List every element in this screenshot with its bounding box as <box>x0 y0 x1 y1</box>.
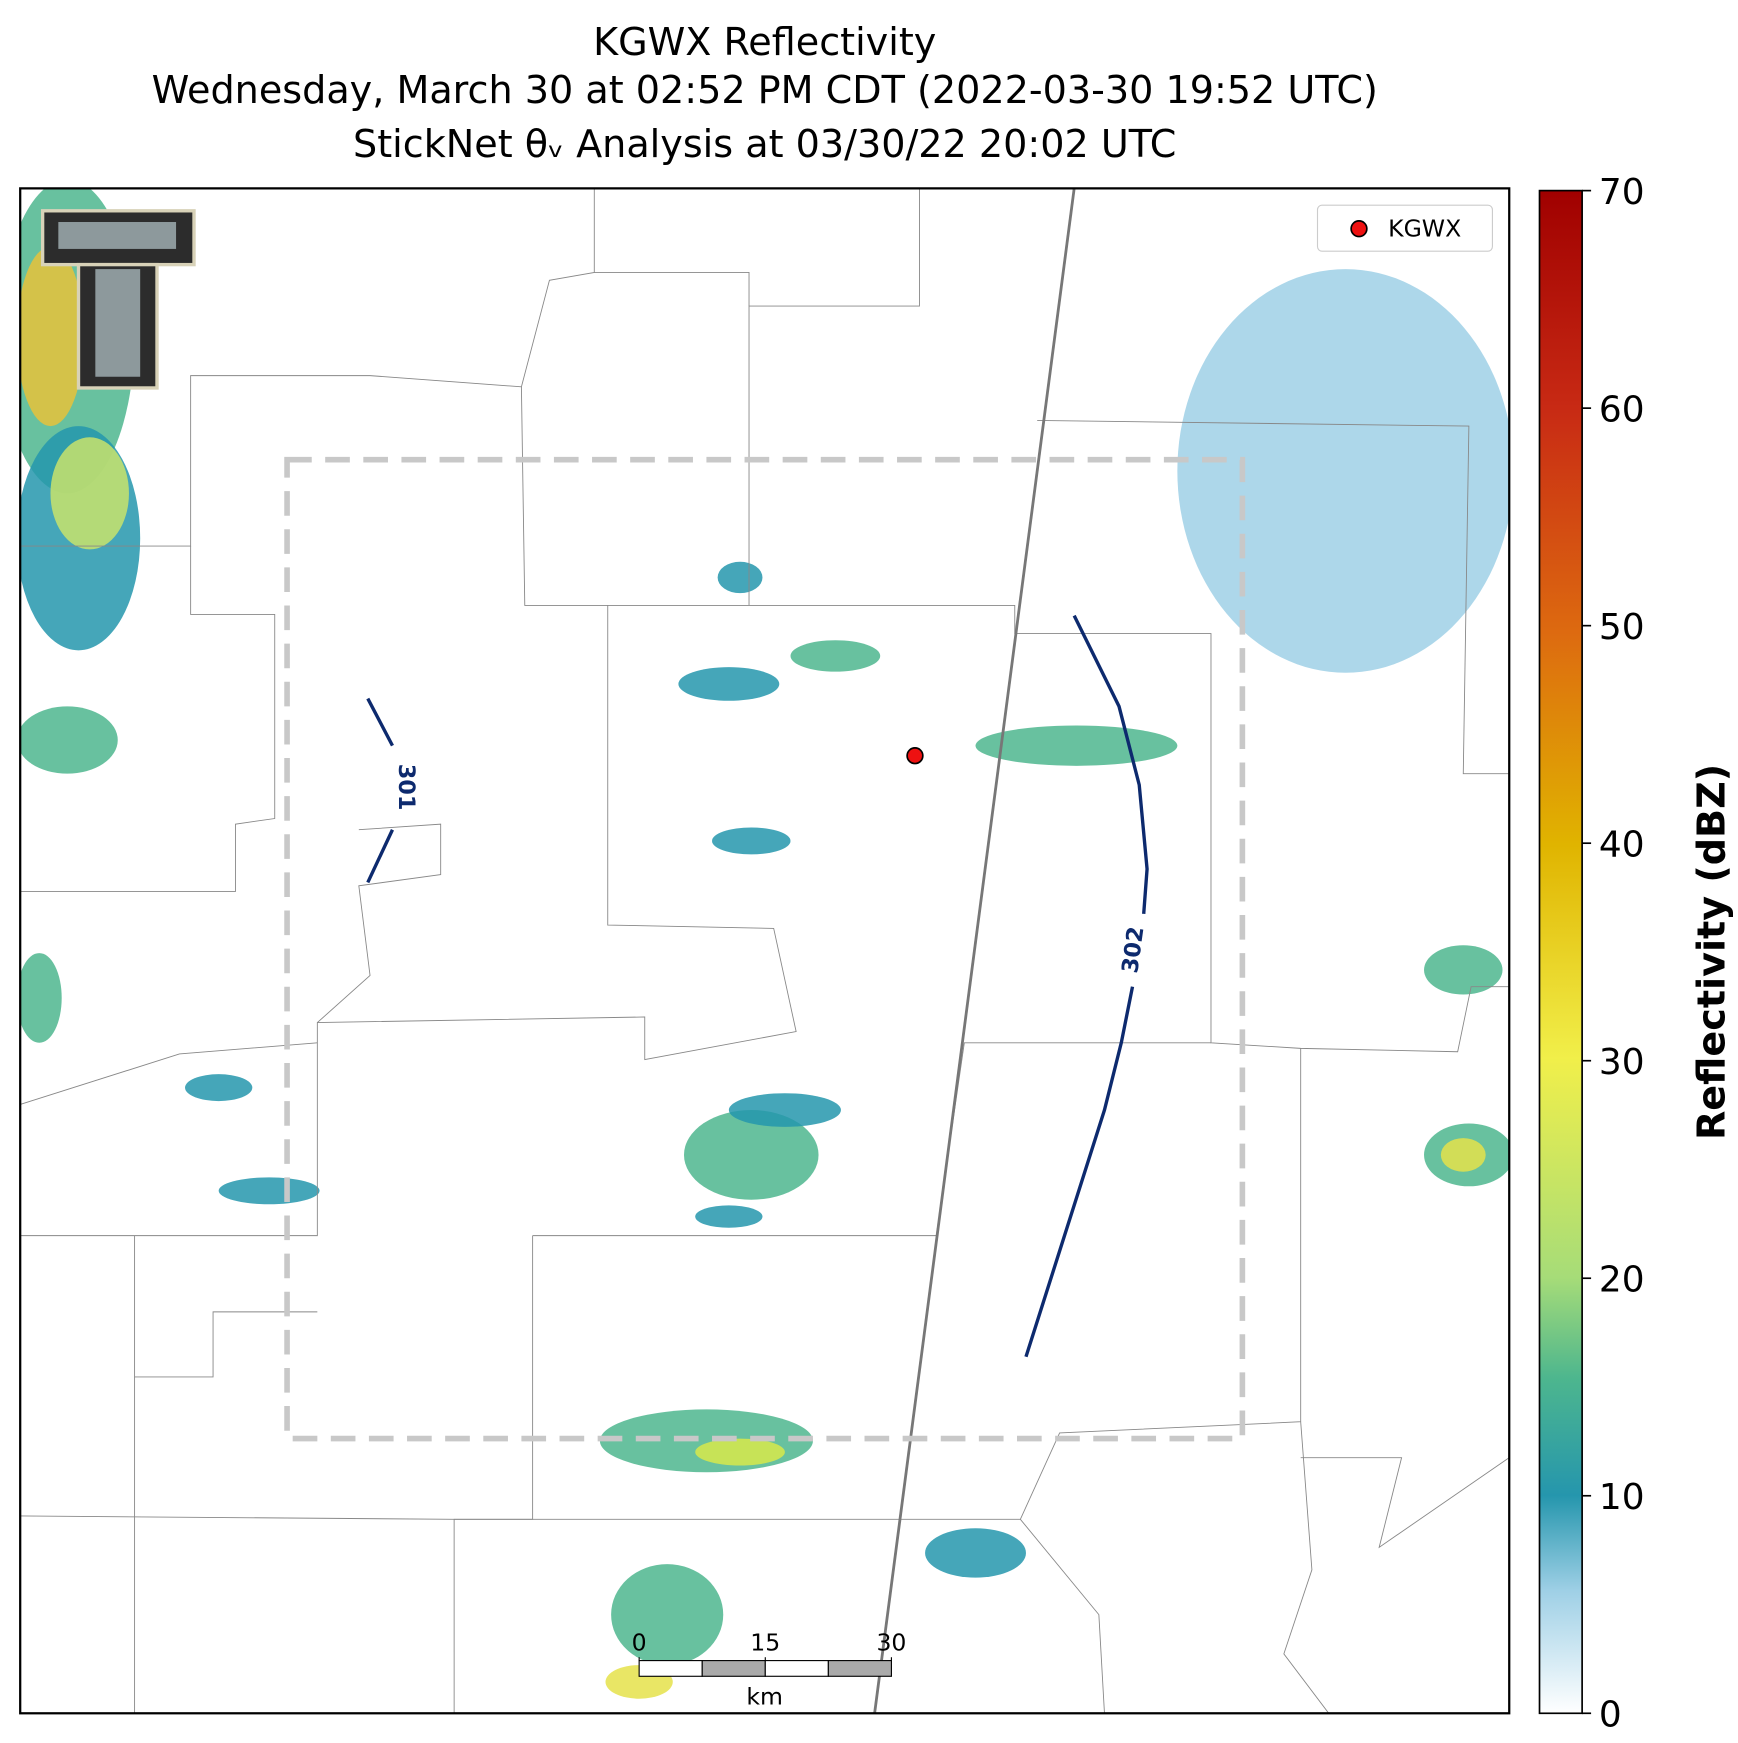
scale-segment <box>764 1660 829 1677</box>
colorbar-tick-label: 10 <box>1599 1477 1645 1518</box>
legend-marker <box>1350 220 1368 238</box>
colorbar-tick-label: 60 <box>1599 390 1645 431</box>
title-line: KGWX Reflectivity <box>593 20 936 64</box>
colorbar-tick-label: 70 <box>1599 172 1645 213</box>
scale-tick-label: 30 <box>876 1628 906 1656</box>
title-line: StickNet θᵥ Analysis at 03/30/22 20:02 U… <box>353 122 1176 166</box>
scale-bar: km 0 15 30 <box>632 1628 907 1710</box>
radar-site <box>906 747 924 765</box>
map: 301 302 <box>20 188 1510 1714</box>
legend: KGWX <box>1316 204 1493 252</box>
colorbar-tick-label: 20 <box>1599 1260 1645 1301</box>
county-lines <box>20 188 1510 1714</box>
logo <box>40 209 196 390</box>
colorbar-tick-label: 50 <box>1599 607 1645 648</box>
scale-unit: km <box>746 1682 783 1710</box>
state-border <box>873 188 1076 1714</box>
scale-tick-label: 0 <box>632 1628 647 1656</box>
scale-segment <box>701 1660 766 1677</box>
echoes <box>20 188 1510 1699</box>
contour-label: 301 <box>393 764 419 811</box>
contour-line <box>366 697 394 884</box>
colorbar: Reflectivity (dBZ) 0 10 20 30 40 50 60 70 <box>1538 172 1734 1736</box>
analysis-domain <box>284 456 1246 1442</box>
scale-tick-label: 15 <box>750 1628 780 1656</box>
contour-line <box>1024 614 1149 1358</box>
contour-label: 302 <box>1117 925 1149 975</box>
colorbar-tick-label: 0 <box>1599 1695 1622 1736</box>
colorbar-tick-label: 40 <box>1599 825 1645 866</box>
title-line: Wednesday, March 30 at 02:52 PM CDT (202… <box>152 68 1378 112</box>
colorbar-ramp <box>1538 189 1583 1715</box>
scale-segment <box>827 1660 892 1677</box>
legend-label: KGWX <box>1388 215 1461 243</box>
colorbar-tick-label: 30 <box>1599 1042 1645 1083</box>
map-frame <box>19 187 1511 1715</box>
scale-segment <box>638 1660 703 1677</box>
colorbar-label: Reflectivity (dBZ) <box>1690 764 1734 1140</box>
legend-box <box>1316 204 1493 252</box>
